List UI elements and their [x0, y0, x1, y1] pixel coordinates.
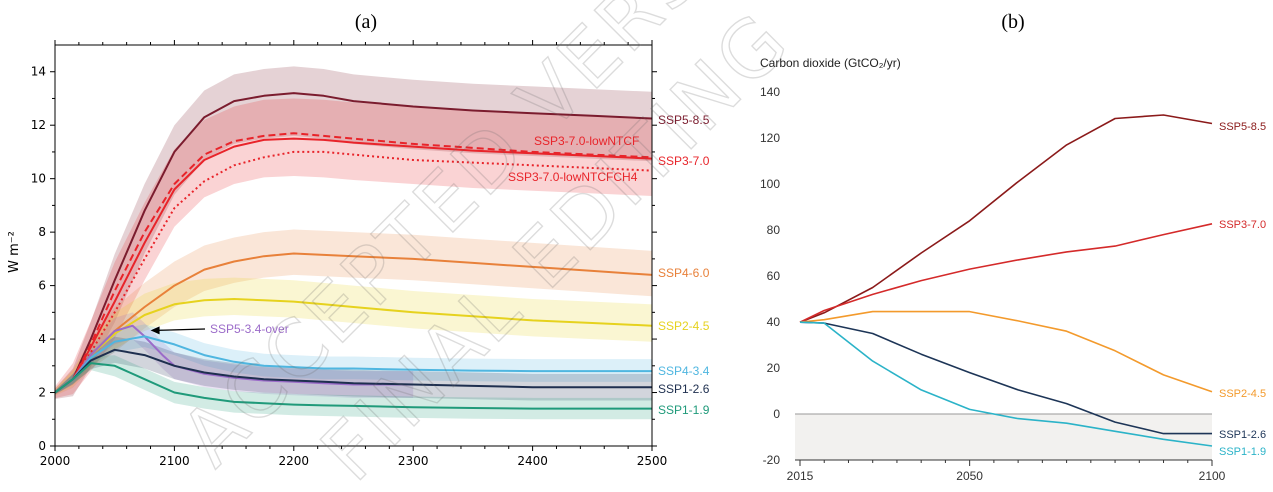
chart-b: Carbon dioxide (GtCO₂/yr) -20 0 20 40 60 80 10… — [760, 56, 1266, 483]
chart-a-ticks: 2000 2100 2200 2300 2400 2500 0 2 4 6 8 10 12 14 — [31, 40, 668, 468]
series-label-ssp3-7-0-lowntcf: SSP3-7.0-lowNTCF — [534, 134, 639, 148]
chart-b-lines — [799, 114, 1213, 447]
series-label-ssp4-3-4: SSP4-3.4 — [658, 364, 710, 378]
chart-a-ylabel: W m⁻² — [7, 231, 22, 273]
y-tick-label: 60 — [767, 269, 781, 283]
chart-b-title: Carbon dioxide (GtCO₂/yr) — [760, 56, 901, 70]
series-label-ssp1-2-6: SSP1-2.6 — [1219, 429, 1266, 441]
series-label-ssp5-8-5: SSP5-8.5 — [658, 113, 710, 127]
line-ssp3-7-0 — [54, 137, 653, 394]
y-tick-label: 2 — [38, 386, 46, 400]
series-label-ssp2-4-5: SSP2-4.5 — [658, 319, 710, 333]
y-tick-label: 80 — [767, 223, 781, 237]
series-label-ssp1-1-9: SSP1-1.9 — [658, 403, 710, 417]
series-label-ssp3-7-0: SSP3-7.0 — [1219, 219, 1266, 231]
chart-b-series-labels: SSP5-8.5 SSP3-7.0 SSP2-4.5 SSP1-2.6 SSP1-1.9 — [1219, 121, 1266, 458]
line-ssp2-4-5 — [799, 310, 1213, 393]
line-ssp3-7-0-lowntcfch4 — [54, 150, 653, 394]
band-ssp2-4-5 — [55, 277, 652, 395]
band-ssp3-7-0 — [55, 98, 652, 399]
y-tick-label: 140 — [760, 85, 780, 99]
line-ssp4-3-4 — [54, 335, 652, 394]
line-ssp2-4-5 — [54, 298, 653, 394]
chart-b-ticks: -20 0 20 40 60 80 100 120 140 2015 2050 2100 — [760, 85, 1226, 483]
y-tick-label: 6 — [38, 279, 46, 293]
panel-b-label: (b) — [1001, 11, 1024, 33]
x-tick-label: 2000 — [40, 454, 71, 468]
line-ssp1-1-9 — [799, 321, 1213, 447]
line-ssp1-2-6 — [54, 348, 652, 394]
series-label-ssp5-8-5: SSP5-8.5 — [1219, 121, 1266, 133]
chart-b-negative-region — [795, 414, 1212, 460]
annotation-arrow-line — [156, 328, 206, 331]
y-tick-label: 8 — [38, 225, 46, 239]
chart-a-series-labels: SSP5-8.5 SSP3-7.0-lowNTCF SSP3-7.0 SSP3-7.0… — [508, 113, 710, 417]
y-tick-label: 14 — [31, 65, 46, 79]
line-ssp3-7-0-lowntcf — [54, 132, 653, 394]
line-ssp5-8-5 — [799, 114, 1213, 323]
x-tick-label: 2500 — [637, 454, 668, 468]
line-ssp1-2-6 — [799, 321, 1212, 435]
chart-a-frame — [54, 44, 653, 447]
panel-a-label: (a) — [355, 11, 377, 33]
band-ssp1-1-9 — [55, 355, 652, 420]
annotation-label: SSP5-3.4-over — [210, 322, 289, 336]
x-tick-label: 2100 — [1199, 469, 1226, 483]
series-label-ssp3-7-0-lowntcfch4: SSP3-7.0-lowNTCFCH4 — [508, 170, 638, 184]
series-label-ssp4-6-0: SSP4-6.0 — [658, 266, 710, 280]
annotation-arrowhead — [150, 326, 160, 335]
series-label-ssp3-7-0: SSP3-7.0 — [658, 154, 710, 168]
band-ssp1-2-6 — [55, 336, 652, 401]
line-ssp5-8-5 — [54, 92, 653, 394]
band-ssp4-6-0 — [55, 229, 652, 396]
x-tick-label: 2050 — [956, 469, 983, 483]
x-tick-label: 2400 — [517, 454, 548, 468]
y-tick-label: 4 — [38, 332, 46, 346]
y-tick-label: 0 — [38, 439, 46, 453]
y-tick-label: 10 — [31, 172, 46, 186]
chart-a-annotation: SSP5-3.4-over — [150, 322, 289, 336]
x-tick-label: 2200 — [279, 454, 310, 468]
y-tick-label: 40 — [767, 315, 781, 329]
series-label-ssp1-2-6: SSP1-2.6 — [658, 382, 710, 396]
line-ssp1-1-9 — [54, 362, 652, 410]
band-ssp5-3-4-over — [55, 312, 414, 398]
y-tick-label: 12 — [31, 118, 46, 132]
x-tick-label: 2100 — [159, 454, 190, 468]
line-ssp3-7-0 — [799, 223, 1213, 323]
y-tick-label: 120 — [760, 131, 780, 145]
y-tick-label: -20 — [763, 453, 781, 467]
band-ssp4-3-4 — [55, 324, 652, 395]
chart-a: 2000 2100 2200 2300 2400 2500 0 2 4 6 8 10 12 14 W m⁻… — [7, 40, 710, 468]
x-tick-label: 2300 — [398, 454, 429, 468]
series-label-ssp2-4-5: SSP2-4.5 — [1219, 388, 1266, 400]
y-tick-label: 20 — [767, 361, 781, 375]
y-tick-label: 0 — [773, 407, 780, 421]
series-label-ssp1-1-9: SSP1-1.9 — [1219, 446, 1266, 458]
y-tick-label: 100 — [760, 177, 780, 191]
x-tick-label: 2015 — [787, 469, 814, 483]
chart-a-lines — [54, 92, 653, 410]
